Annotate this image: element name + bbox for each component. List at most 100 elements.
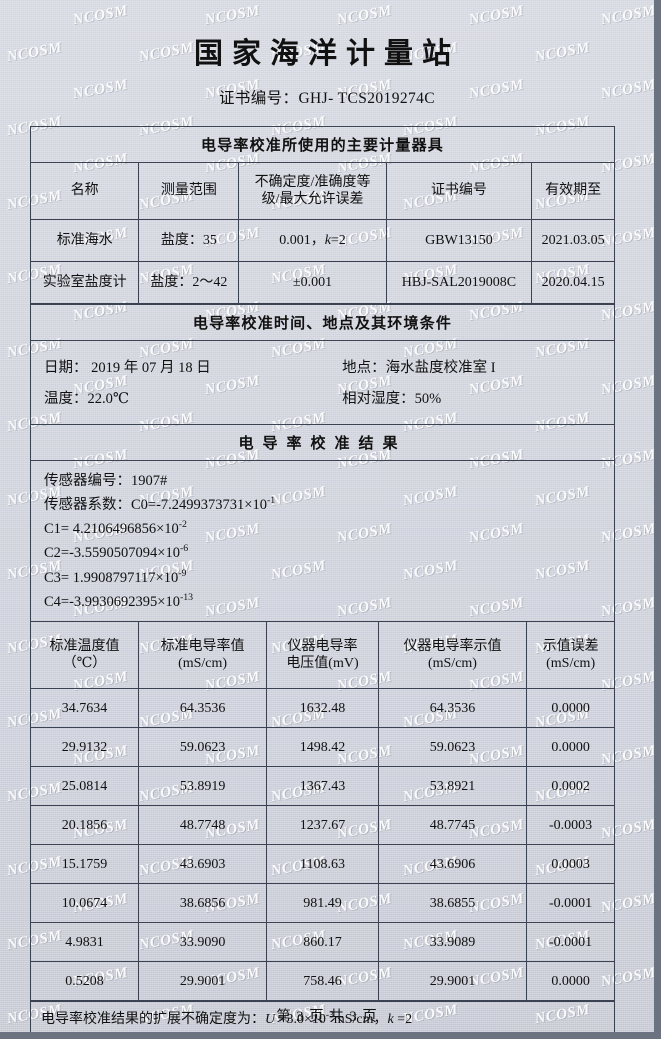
cell-indication-error: -0.0003 [526,805,614,846]
expanded-uncertainty-note: 电导率校准结果的扩展不确定度为：U =3.0×10-3mS/cm，k =2 [31,1001,614,1032]
cell-instrument-conductivity: 59.0623 [377,727,528,768]
coefficient-label: 传感器系数： [44,496,131,513]
cell-name: 实验室盐度计 [31,261,140,304]
col-standard-conductivity: 标准电导率值 (mS/cm) [137,621,268,690]
uncertainty-note-text: 电导率校准结果的扩展不确定度为： [41,1012,265,1028]
coefficient-exp-c3: -9 [178,567,187,579]
table-row: 10.0674 38.6856 981.49 38.6855 -0.0001 [31,883,614,924]
cell-instrument-conductivity: 48.7745 [377,805,528,846]
results-section: 电导率校准结果 传感器编号：1907# 传感器系数：C0=-7.24993737… [30,424,615,1032]
cell-indication-error: 0.0000 [526,727,614,768]
table-row: 4.9831 33.9090 860.17 33.9089 -0.0001 [31,922,614,963]
table-row: 实验室盐度计 盐度：2～42 ±0.001 HBJ-SAL2019008C 20… [31,261,614,304]
coefficient-exp-c1: -2 [178,519,187,531]
cell-standard-temperature: 0.5208 [31,961,139,1002]
coefficient-exp-c0: -1 [266,494,276,506]
uncertainty-exponent: -3 [325,1010,334,1021]
coefficient-line-3: C3= 1.9908797117×10-9 [44,565,614,589]
cell-standard-conductivity: 29.9001 [137,961,268,1002]
table-row: 29.9132 59.0623 1498.42 59.0623 0.0000 [31,727,614,768]
cell-standard-temperature: 15.1759 [31,844,139,885]
temperature-field: 温度：22.0℃ [31,387,334,408]
col-standard-temperature: 标准温度值 （℃） [31,621,139,690]
col-instrument-voltage-line2: 电压值(mV) [286,656,359,672]
coefficient-name-c3: C3 [44,569,61,586]
certificate-number-value: GHJ- TCS2019274C [298,90,436,107]
col-instrument-voltage: 仪器电导率 电压值(mV) [266,621,379,690]
cell-range: 盐度：2～42 [138,261,240,304]
col-standard-conductivity-line2: (mS/cm) [178,656,228,672]
cell-standard-conductivity: 48.7748 [137,805,268,846]
cell-instrument-voltage: 1498.42 [266,727,379,768]
cell-uncertainty: ±0.001 [238,261,387,304]
col-uncertainty: 不确定度/准确度等 级/最大允许误差 [238,163,387,220]
coefficient-name-c0: C0 [131,496,148,513]
cell-instrument-conductivity: 53.8921 [377,766,528,807]
table-row: 标准海水 盐度：35 0.001，k=2 GBW13150 2021.03.05 [31,219,614,262]
cell-standard-conductivity: 38.6856 [137,883,268,924]
location-label: 地点： [342,360,386,376]
cell-instrument-voltage: 758.46 [266,961,379,1002]
coefficient-value-c4: =-3.9930692395×10 [60,593,180,610]
results-table: 标准温度值 （℃） 标准电导率值 (mS/cm) 仪器电导率 电压值(mV) 仪… [31,621,614,1002]
instruments-table: 名称 测量范围 不确定度/准确度等 级/最大允许误差 证书编号 有效期至 标准海… [31,163,614,304]
coefficient-line-0: 传感器系数：C0=-7.2499373731×10-1 [44,492,614,516]
coefficient-value-c2: =-3.5590507094×10 [60,545,180,562]
col-cert-no: 证书编号 [385,163,533,220]
coefficient-value-c1: = 4.2106496856×10 [60,520,179,537]
cell-standard-temperature: 25.0814 [31,766,139,807]
cell-standard-conductivity: 33.9090 [137,922,268,963]
cell-standard-conductivity: 59.0623 [137,727,268,768]
coefficient-value-c3: = 1.9908797117×10 [60,569,179,586]
col-standard-temperature-line1: 标准温度值 [49,638,120,654]
col-indication-error-line2: (mS/cm) [546,656,596,672]
coefficient-value-c0: =-7.2499373731×10 [147,496,267,513]
coverage-factor-value: =2 [393,1012,413,1028]
coefficient-name-c4: C4 [44,593,61,610]
cell-instrument-conductivity: 43.6906 [377,844,528,885]
uncertainty-unit: mS/cm， [333,1012,388,1028]
sensor-number-label: 传感器编号： [44,472,131,489]
cell-indication-error: -0.0001 [526,883,614,924]
humidity-value: 50% [414,391,442,407]
table-row: 0.5208 29.9001 758.46 29.9001 0.0000 [31,961,614,1002]
cell-standard-conductivity: 64.3536 [137,688,268,729]
cell-standard-temperature: 29.9132 [31,727,139,768]
coefficient-line-2: C2=-3.5590507094×10-6 [44,541,614,565]
conditions-section-heading: 电导率校准时间、地点及其环境条件 [31,305,614,341]
date-value: 2019 年 07 月 18 日 [91,360,211,376]
col-indication-error: 示值误差 (mS/cm) [526,621,614,690]
cell-standard-temperature: 10.0674 [31,883,139,924]
col-range: 测量范围 [138,163,240,220]
cell-indication-error: 0.0000 [526,961,614,1002]
instruments-section: 电导率校准所使用的主要计量器具 名称 测量范围 不确定度/准确度等 级/最大允许… [30,126,615,304]
col-standard-conductivity-line1: 标准电导率值 [160,638,245,654]
cell-valid-until: 2020.04.15 [531,261,614,304]
cell-instrument-conductivity: 64.3536 [377,688,528,729]
col-name: 名称 [31,163,140,220]
sensor-number-line: 传感器编号：1907# [44,470,614,492]
table-row: 34.7634 64.3536 1632.48 64.3536 0.0000 [31,688,614,729]
col-instrument-voltage-line1: 仪器电导率 [287,638,358,654]
col-valid-until: 有效期至 [531,163,614,220]
temperature-value: 22.0℃ [87,391,130,407]
cell-standard-temperature: 20.1856 [31,805,139,846]
conditions-section: 电导率校准时间、地点及其环境条件 日期： 2019 年 07 月 18 日 地点… [30,304,615,424]
cell-name: 标准海水 [31,219,140,262]
instruments-section-heading: 电导率校准所使用的主要计量器具 [31,127,614,163]
col-indication-error-line1: 示值误差 [542,638,599,654]
coefficient-name-c1: C1 [44,520,61,537]
cell-instrument-conductivity: 29.9001 [377,961,528,1002]
cell-indication-error: 0.0002 [526,766,614,807]
certificate-number-line: 证书编号：GHJ- TCS2019274C [0,86,654,108]
cell-instrument-voltage: 1237.67 [266,805,379,846]
page-footer: 第 3 页 共 3 页 [276,1009,378,1025]
cell-indication-error: 0.0000 [526,688,614,729]
table-row: 25.0814 53.8919 1367.43 53.8921 0.0002 [31,766,614,807]
temperature-label: 温度： [44,391,88,407]
cell-standard-conductivity: 43.6903 [137,844,268,885]
table-row: 15.1759 43.6903 1108.63 43.6906 0.0003 [31,844,614,885]
cell-instrument-voltage: 1108.63 [266,844,379,885]
